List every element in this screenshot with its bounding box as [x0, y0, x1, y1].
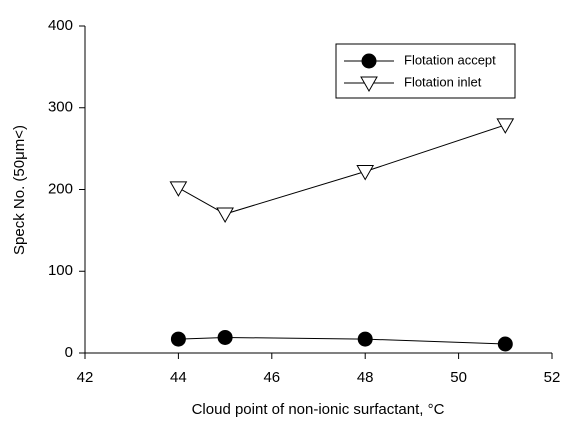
y-axis-label: Speck No. (50μm<) — [11, 125, 28, 255]
legend-box — [335, 43, 516, 99]
data-point — [169, 181, 188, 197]
data-point — [216, 207, 234, 224]
x-tick-label: 52 — [544, 369, 561, 386]
x-tick-label: 48 — [357, 369, 374, 386]
data-point — [496, 118, 515, 134]
series-line — [178, 336, 506, 345]
legend-label: Flotation accept — [404, 52, 496, 67]
data-point — [357, 331, 373, 347]
data-point — [497, 336, 513, 352]
x-tick-label: 50 — [450, 369, 467, 386]
legend-label: Flotation inlet — [404, 74, 482, 89]
legend-marker — [360, 76, 378, 93]
data-point — [170, 331, 186, 347]
data-point — [217, 329, 233, 345]
series-line — [178, 124, 506, 215]
y-tick-label: 300 — [48, 99, 73, 116]
x-tick-label: 44 — [170, 369, 187, 386]
x-tick-label: 42 — [77, 369, 94, 386]
y-tick-label: 100 — [48, 262, 73, 279]
y-tick-label: 200 — [48, 180, 73, 197]
x-tick-label: 46 — [263, 369, 280, 386]
y-tick-label: 0 — [65, 344, 73, 361]
y-tick-label: 400 — [48, 17, 73, 34]
legend-marker — [361, 53, 377, 69]
x-axis-label: Cloud point of non-ionic surfactant, °C — [192, 401, 445, 418]
data-point — [356, 165, 375, 181]
